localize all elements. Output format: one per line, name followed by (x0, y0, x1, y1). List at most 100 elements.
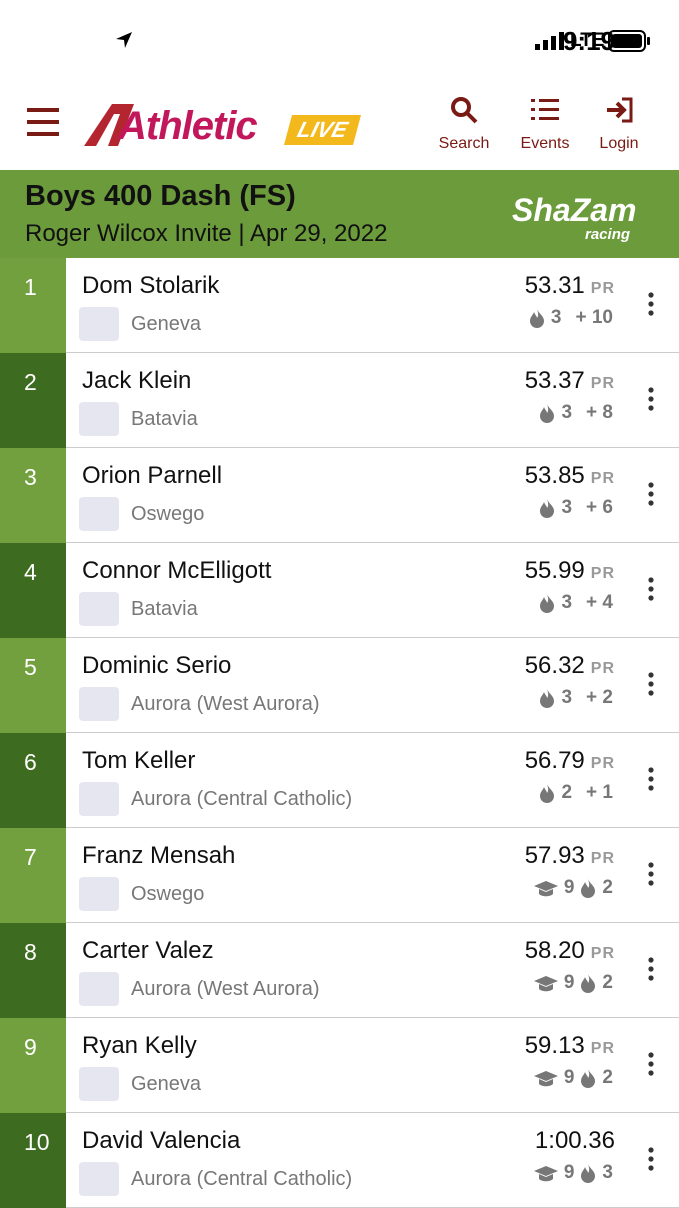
result-row[interactable]: 2 Jack Klein Batavia 53.37 PR 3 + 8 (0, 353, 679, 448)
time-value: 57.93 (524, 842, 585, 869)
athlete-name[interactable]: Orion Parnell (82, 462, 223, 489)
result-row[interactable]: 9 Ryan Kelly Geneva 59.13 PR 9 2 (0, 1018, 679, 1113)
mark-time: 53.37 PR (525, 367, 615, 395)
heat: 3 (550, 307, 562, 328)
points: + 8 (586, 402, 613, 423)
more-button[interactable] (647, 767, 655, 796)
menu-button[interactable] (27, 108, 59, 136)
login-button[interactable]: Login (579, 96, 659, 153)
result-meta: 3 + 8 (539, 402, 613, 424)
school-name[interactable]: Oswego (131, 883, 205, 905)
mark-time: 55.99 PR (525, 557, 615, 585)
result-meta: 3 + 6 (539, 497, 613, 519)
pr-badge: PR (590, 945, 615, 962)
logo-mark (84, 104, 134, 146)
mark-time: 53.31 PR (525, 272, 615, 300)
result-row[interactable]: 1 Dom Stolarik Geneva 53.31 PR 3 + 10 (0, 258, 679, 353)
search-button[interactable]: Search (424, 96, 504, 153)
athlete-name[interactable]: Jack Klein (82, 367, 192, 394)
logo-badge: LIVE (283, 115, 361, 145)
result-row[interactable]: 6 Tom Keller Aurora (Central Catholic) 56.7… (0, 733, 679, 828)
time-value: 56.79 (524, 747, 585, 774)
school-name[interactable]: Aurora (Central Catholic) (131, 1168, 353, 1190)
pr-badge: PR (590, 565, 615, 582)
place: 6 (24, 749, 37, 775)
mark-time: 56.32 PR (525, 652, 615, 680)
athlete-name[interactable]: Dominic Serio (82, 652, 232, 679)
result-row[interactable]: 4 Connor McElligott Batavia 55.99 PR 3 + 4 (0, 543, 679, 638)
school-logo (79, 307, 119, 341)
result-body: Ryan Kelly Geneva 59.13 PR 9 2 (66, 1018, 679, 1113)
flame-icon (539, 498, 555, 518)
school-logo (79, 592, 119, 626)
mark-time: 56.79 PR (525, 747, 615, 775)
athlete-name[interactable]: Connor McElligott (82, 557, 272, 584)
school-logo (79, 877, 119, 911)
events-button[interactable]: Events (505, 96, 585, 153)
more-button[interactable] (647, 482, 655, 511)
more-button[interactable] (647, 387, 655, 416)
flame-icon (539, 688, 555, 708)
school-name[interactable]: Aurora (West Aurora) (131, 978, 320, 1000)
mark-time: 59.13 PR (525, 1032, 615, 1060)
result-body: Tom Keller Aurora (Central Catholic) 56.79… (66, 733, 679, 828)
pr-badge: PR (590, 470, 615, 487)
result-body: Carter Valez Aurora (West Aurora) 58.20 PR 9… (66, 923, 679, 1018)
more-button[interactable] (647, 672, 655, 701)
place-cell: 9 (0, 1018, 66, 1113)
flame-icon (539, 403, 555, 423)
more-button[interactable] (647, 862, 655, 891)
athlete-name[interactable]: Dom Stolarik (82, 272, 220, 299)
more-button[interactable] (647, 577, 655, 606)
place: 7 (24, 844, 37, 870)
result-row[interactable]: 3 Orion Parnell Oswego 53.85 PR 3 + 6 (0, 448, 679, 543)
athlete-name[interactable]: Tom Keller (82, 747, 196, 774)
more-button[interactable] (647, 1052, 655, 1081)
more-button[interactable] (647, 292, 655, 321)
school-logo (79, 497, 119, 531)
school-name[interactable]: Aurora (West Aurora) (131, 693, 320, 715)
school-name[interactable]: Batavia (131, 408, 198, 430)
time-value: 53.31 (524, 272, 585, 299)
time-value: 58.20 (524, 937, 585, 964)
school-name[interactable]: Oswego (131, 503, 205, 525)
grade: 9 (563, 972, 575, 993)
result-row[interactable]: 8 Carter Valez Aurora (West Aurora) 58.20 PR… (0, 923, 679, 1018)
more-button[interactable] (647, 957, 655, 986)
heat: 3 (561, 687, 573, 708)
flame-icon (539, 593, 555, 613)
heat: 3 (561, 592, 573, 613)
school-logo (79, 782, 119, 816)
result-row[interactable]: 5 Dominic Serio Aurora (West Aurora) 56.32 P… (0, 638, 679, 733)
place-cell: 1 (0, 258, 66, 353)
school-name[interactable]: Aurora (Central Catholic) (131, 788, 353, 810)
place-cell: 3 (0, 448, 66, 543)
athlete-name[interactable]: David Valencia (82, 1127, 241, 1154)
flame-icon (529, 308, 545, 328)
heat: 2 (561, 782, 573, 803)
result-body: Dom Stolarik Geneva 53.31 PR 3 + 10 (66, 258, 679, 353)
heat: 3 (561, 402, 573, 423)
battery-icon (608, 30, 650, 52)
points: + 1 (586, 782, 613, 803)
athlete-name[interactable]: Ryan Kelly (82, 1032, 197, 1059)
result-row[interactable]: 7 Franz Mensah Oswego 57.93 PR 9 2 (0, 828, 679, 923)
result-row[interactable]: 10 David Valencia Aurora (Central Catholic… (0, 1113, 679, 1208)
athlete-name[interactable]: Franz Mensah (82, 842, 236, 869)
athlete-name[interactable]: Carter Valez (82, 937, 214, 964)
result-meta: 3 + 2 (539, 687, 613, 709)
more-button[interactable] (647, 1147, 655, 1176)
place-cell: 4 (0, 543, 66, 638)
grade: 9 (563, 1067, 575, 1088)
school-logo (79, 687, 119, 721)
grad-cap-icon (533, 974, 558, 992)
school-name[interactable]: Geneva (131, 1073, 202, 1095)
place: 1 (24, 274, 37, 300)
place: 3 (24, 464, 37, 490)
pr-badge: PR (590, 755, 615, 772)
event-title: Boys 400 Dash (FS) (25, 180, 296, 212)
school-name[interactable]: Batavia (131, 598, 198, 620)
grad-cap-icon (533, 1069, 558, 1087)
school-name[interactable]: Geneva (131, 313, 202, 335)
